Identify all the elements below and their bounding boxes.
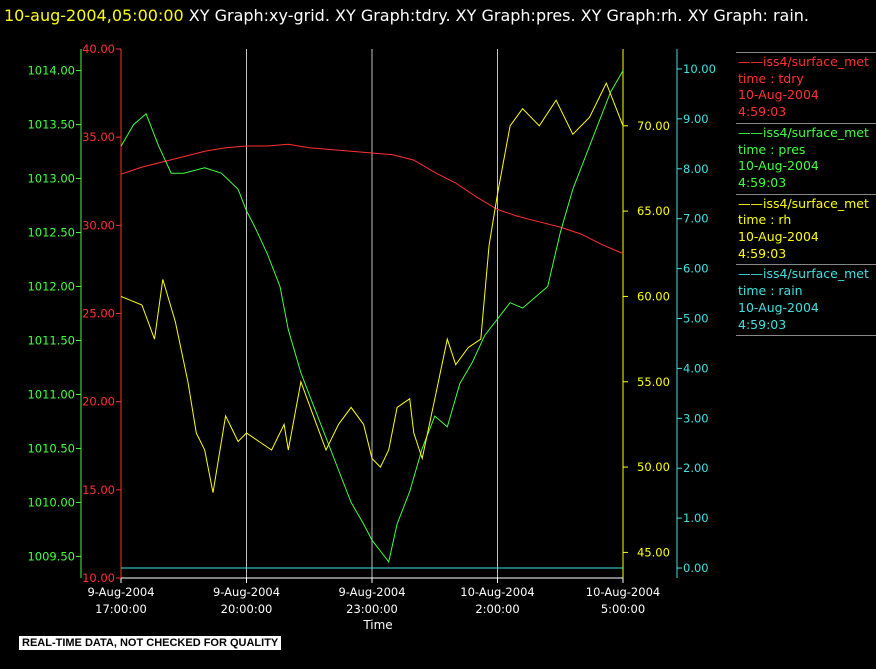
legend-series-name: ——iss4/surface_met (738, 124, 869, 140)
legend-time: 4:59:03 (738, 245, 787, 261)
rh-tick-label: 45.00 (637, 545, 670, 559)
legend-date: 10-Aug-2004 (738, 87, 819, 103)
x-tick-date: 9-Aug-2004 (87, 585, 154, 599)
quality-disclaimer: REAL-TIME DATA, NOT CHECKED FOR QUALITY (19, 636, 282, 650)
tdry-tick-label: 40.00 (82, 42, 115, 56)
legend-entry: ——iss4/surface_met time : rh 10-Aug-2004 4:… (736, 193, 876, 265)
legend-entry: ——iss4/surface_met time : tdry 10-Aug-2004… (736, 52, 876, 123)
pres-series-line (120, 70, 624, 563)
x-tick-time: 23:00:00 (346, 602, 398, 616)
legend-series-name: ——iss4/surface_met (738, 54, 869, 69)
rh-tick-label: 55.00 (637, 375, 670, 389)
tdry-series-line (120, 143, 624, 254)
rh-tick-label: 65.00 (637, 204, 670, 218)
rh-tick-label: 60.00 (637, 289, 670, 303)
pres-tick-label: 1011.00 (27, 387, 75, 401)
rh-series-line (120, 81, 624, 493)
tdry-tick-label: 25.00 (82, 307, 115, 321)
rain-tick-label: 5.00 (683, 311, 709, 325)
x-tick-time: 5:00:00 (601, 602, 645, 616)
graph-list-label: XY Graph:xy-grid. XY Graph:tdry. XY Grap… (188, 6, 809, 25)
legend-time: 4:59:03 (738, 316, 787, 332)
tdry-tick-label: 15.00 (82, 483, 115, 497)
legend-variable: time : tdry (738, 70, 804, 86)
legend-date: 10-Aug-2004 (738, 299, 819, 315)
x-tick-date: 10-Aug-2004 (460, 585, 534, 599)
pres-tick-label: 1011.50 (27, 333, 75, 347)
tdry-tick-label: 10.00 (82, 571, 115, 585)
rain-tick-label: 6.00 (683, 262, 709, 276)
legend-variable: time : rh (738, 212, 792, 228)
pres-tick-label: 1013.50 (27, 118, 75, 132)
rh-tick-label: 50.00 (637, 460, 670, 474)
x-tick-time: 17:00:00 (95, 602, 147, 616)
tdry-tick-label: 30.00 (82, 218, 115, 232)
legend-bottom-divider (736, 335, 876, 337)
pres-tick-label: 1014.00 (27, 64, 75, 78)
x-tick-date: 10-Aug-2004 (586, 585, 660, 599)
legend-time: 4:59:03 (738, 104, 787, 120)
rain-tick-label: 0.00 (683, 561, 709, 575)
timestamp-label: 10-aug-2004,05:00:00 (4, 6, 184, 25)
legend: ——iss4/surface_met time : tdry 10-Aug-2004… (736, 52, 876, 337)
rain-tick-label: 8.00 (683, 162, 709, 176)
legend-series-name: ——iss4/surface_met (738, 266, 869, 282)
legend-date: 10-Aug-2004 (738, 229, 819, 245)
tdry-tick-label: 35.00 (82, 130, 115, 144)
x-axis-label: Time (362, 618, 392, 632)
axes: 9-Aug-2004 17:00:00 9-Aug-2004 20:00:00 9-Au… (27, 42, 716, 616)
rh-tick-label: 70.00 (637, 119, 670, 133)
legend-date: 10-Aug-2004 (738, 158, 819, 174)
tdry-tick-label: 20.00 (82, 395, 115, 409)
graph-title-bar: 10-aug-2004,05:00:00 XY Graph:xy-grid. X… (4, 2, 874, 30)
x-tick-date: 9-Aug-2004 (213, 585, 280, 599)
pres-tick-label: 1010.00 (27, 495, 75, 509)
rain-tick-label: 3.00 (683, 411, 709, 425)
legend-series-name: ——iss4/surface_met (738, 195, 869, 211)
legend-entry: ——iss4/surface_met time : rain 10-Aug-2004… (736, 264, 876, 335)
grid-lines (246, 49, 498, 578)
rain-tick-label: 9.00 (683, 112, 709, 126)
pres-tick-label: 1012.50 (27, 226, 75, 240)
pres-tick-label: 1012.00 (27, 280, 75, 294)
legend-entry: ——iss4/surface_met time : pres 10-Aug-2004… (736, 122, 876, 194)
pres-tick-label: 1009.50 (27, 549, 75, 563)
legend-time: 4:59:03 (738, 174, 787, 190)
pres-tick-label: 1010.50 (27, 441, 75, 455)
legend-variable: time : pres (738, 141, 806, 157)
rain-tick-label: 2.00 (683, 461, 709, 475)
rain-tick-label: 4.00 (683, 361, 709, 375)
legend-variable: time : rain (738, 283, 803, 299)
x-tick-time: 2:00:00 (475, 602, 519, 616)
series-lines (120, 70, 624, 569)
rain-tick-label: 10.00 (683, 62, 716, 76)
x-tick-date: 9-Aug-2004 (338, 585, 405, 599)
pres-tick-label: 1013.00 (27, 172, 75, 186)
rain-tick-label: 1.00 (683, 511, 709, 525)
x-tick-time: 20:00:00 (221, 602, 273, 616)
rain-tick-label: 7.00 (683, 212, 709, 226)
